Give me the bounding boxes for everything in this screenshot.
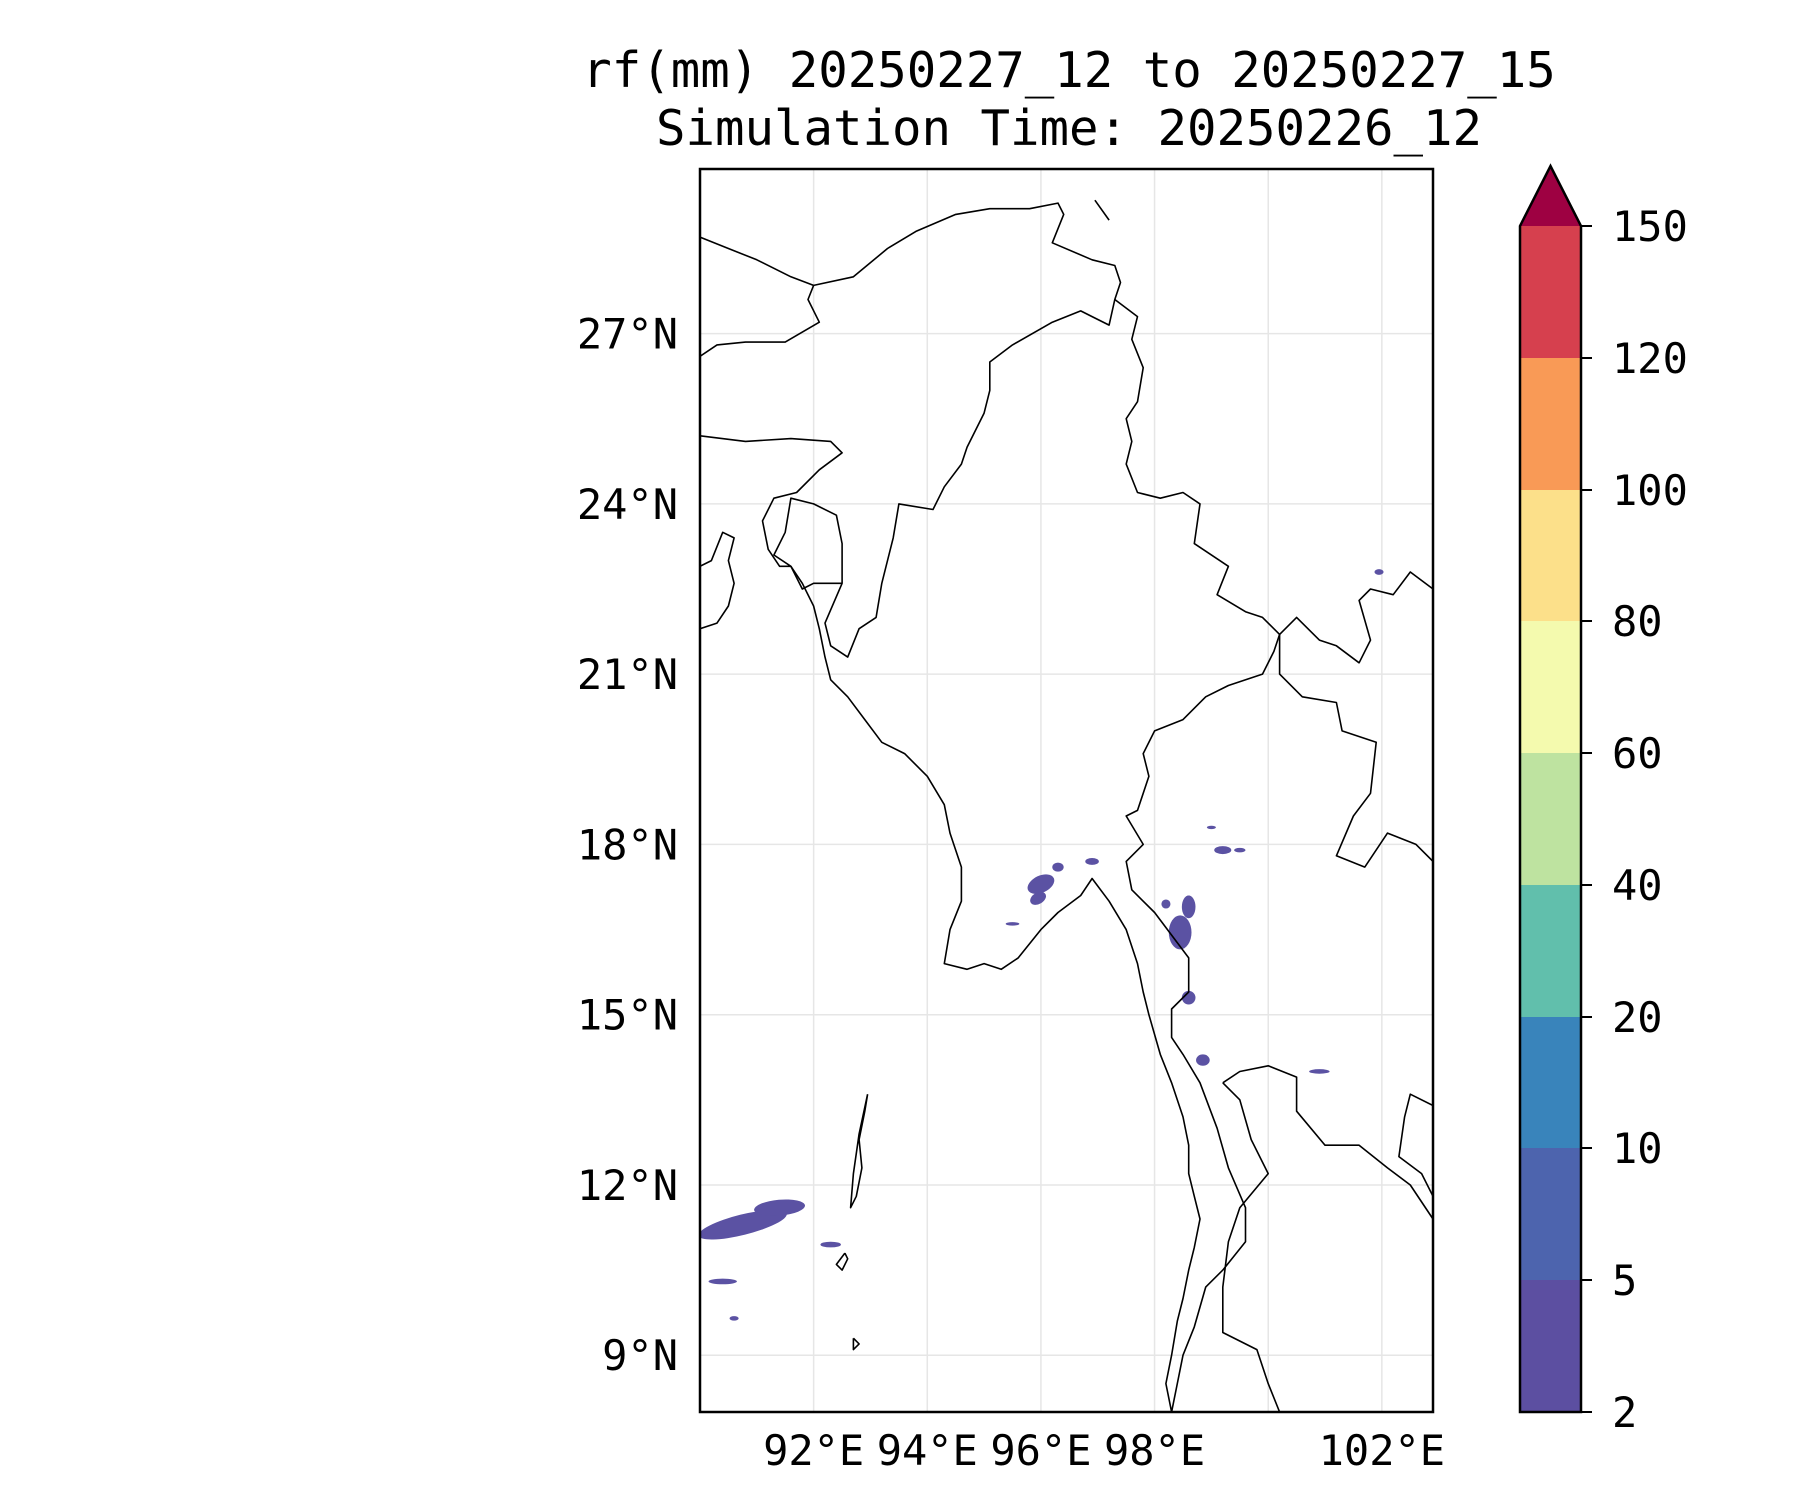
colorbar-bin-60-80 — [1520, 621, 1581, 753]
rainfall-patch — [1196, 1054, 1210, 1066]
colorbar-label-80: 80 — [1612, 597, 1663, 646]
coast-border-line — [835, 1252, 849, 1271]
rainfall-field — [700, 569, 1384, 1321]
lon-tick-label: 102°E — [1319, 1426, 1445, 1475]
rainfall-patch — [1214, 846, 1232, 855]
rainfall-patch — [754, 1199, 806, 1216]
lat-tick-label: 15°N — [577, 991, 678, 1040]
colorbar: 150 120 100 80 60 40 20 10 5 2 — [1518, 163, 1688, 1437]
rainfall-patch — [1027, 874, 1055, 894]
colorbar-extend-arrow — [1520, 166, 1581, 226]
map-subtitle: Simulation Time: 20250226_12 — [655, 100, 1483, 157]
lat-tick-label: 21°N — [577, 650, 678, 699]
colorbar-bin-100-120 — [1520, 358, 1581, 490]
lat-tick-label: 24°N — [577, 480, 678, 529]
lat-tick-label: 9°N — [602, 1331, 678, 1380]
colorbar-bin-80-100 — [1520, 490, 1581, 621]
rainfall-patch — [708, 1278, 737, 1285]
rainfall-patch — [1181, 895, 1196, 919]
coast-border-line — [1114, 298, 1433, 664]
lon-tick-label: 94°E — [877, 1426, 978, 1475]
longitude-labels: 92°E 94°E 96°E 98°E 102°E — [763, 1426, 1445, 1475]
colorbar-bin-40-60 — [1520, 753, 1581, 885]
colorbar-label-60: 60 — [1612, 729, 1663, 778]
coast-border-line — [1094, 199, 1110, 221]
latitude-labels: 27°N 24°N 21°N 18°N 15°N 12°N 9°N — [577, 310, 678, 1381]
map-background — [700, 169, 1433, 1412]
lat-tick-label: 27°N — [577, 310, 678, 359]
colorbar-label-20: 20 — [1612, 993, 1663, 1042]
coast-border-line — [700, 236, 821, 357]
rainfall-patch — [729, 1316, 739, 1321]
rainfall-patch — [1206, 825, 1216, 830]
rainfall-patch — [1085, 858, 1099, 865]
rainfall-patch — [1030, 891, 1046, 905]
colorbar-label-150: 150 — [1612, 202, 1688, 251]
lon-tick-label: 96°E — [990, 1426, 1091, 1475]
colorbar-bin-2-5 — [1520, 1280, 1581, 1412]
coast-border-line — [852, 1337, 860, 1351]
colorbar-bin-5-10 — [1520, 1148, 1581, 1280]
colorbar-bin-10-20 — [1520, 1017, 1581, 1148]
lat-tick-label: 12°N — [577, 1161, 678, 1210]
rainfall-patch — [820, 1241, 841, 1248]
colorbar-label-2: 2 — [1612, 1388, 1637, 1437]
lon-tick-label: 92°E — [763, 1426, 864, 1475]
rainfall-patch — [1168, 915, 1192, 950]
colorbar-label-5: 5 — [1612, 1256, 1637, 1305]
rainfall-patch — [1005, 922, 1020, 926]
colorbar-bin-20-40 — [1520, 885, 1581, 1017]
lat-tick-label: 18°N — [577, 820, 678, 869]
rainfall-patch — [1374, 569, 1384, 575]
rainfall-patch — [1309, 1069, 1330, 1074]
coast-border-line — [849, 1094, 869, 1209]
coast-border-line — [700, 435, 843, 568]
rainfall-patch — [1161, 899, 1171, 909]
rainfall-patch — [1181, 990, 1196, 1005]
coast-border-line — [773, 202, 1122, 658]
map-frame — [698, 167, 1435, 1414]
colorbar-label-40: 40 — [1612, 861, 1663, 910]
coast-border-line — [1125, 634, 1281, 1412]
lon-tick-label: 98°E — [1104, 1426, 1205, 1475]
rainfall-patch — [1052, 862, 1064, 872]
rainfall-patch — [700, 1209, 787, 1240]
colorbar-label-10: 10 — [1612, 1124, 1663, 1173]
colorbar-bin-120-150 — [1520, 226, 1581, 358]
coast-border-line — [1278, 634, 1433, 868]
coast-border-line — [1222, 1065, 1433, 1220]
coast-border-line — [1398, 1093, 1433, 1197]
colorbar-outline — [1518, 163, 1583, 1414]
coast-border-line — [1222, 1082, 1281, 1412]
colorbar-label-120: 120 — [1612, 334, 1688, 383]
coastlines-borders — [700, 199, 1433, 1412]
rainfall-patch — [1234, 847, 1246, 853]
colorbar-ticks — [1581, 225, 1592, 1413]
map-title: rf(mm) 20250227_12 to 20250227_15 — [582, 42, 1556, 99]
coast-border-line — [700, 531, 735, 630]
gridlines — [700, 169, 1433, 1412]
coast-border-line — [790, 565, 1201, 1412]
rainfall-patch — [1185, 895, 1193, 902]
colorbar-label-100: 100 — [1612, 466, 1688, 515]
